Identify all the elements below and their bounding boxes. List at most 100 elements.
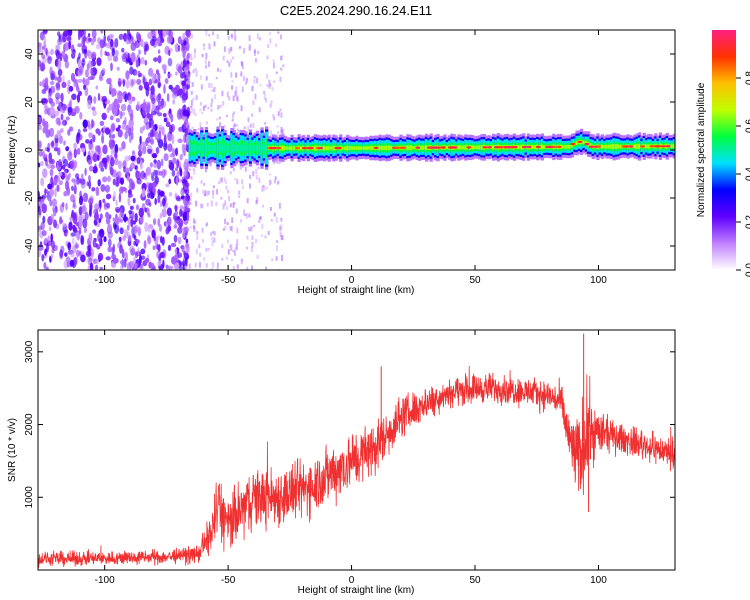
faint-mark <box>190 176 192 179</box>
faint-mark <box>188 36 191 40</box>
peak-mark <box>577 140 583 144</box>
noise-mark <box>134 212 138 223</box>
noise-mark <box>111 246 115 256</box>
noise-mark <box>151 73 157 82</box>
faint-mark <box>192 168 195 171</box>
noise-mark <box>153 159 157 165</box>
noise-mark <box>106 42 110 49</box>
faint-mark <box>263 90 266 95</box>
noise-mark <box>130 248 136 256</box>
faint-mark <box>253 51 256 56</box>
noise-mark <box>128 94 134 105</box>
peak-mark <box>640 145 646 148</box>
peak-mark <box>452 146 458 149</box>
band-mark <box>290 145 294 151</box>
noise-mark <box>101 95 108 103</box>
noise-mark <box>114 38 119 48</box>
noise-mark <box>39 31 45 41</box>
noise-mark <box>183 121 186 130</box>
noise-mark <box>114 206 121 213</box>
faint-mark <box>262 204 264 208</box>
faint-mark <box>249 174 252 179</box>
faint-mark <box>215 201 218 207</box>
band-mark <box>603 145 607 149</box>
noise-mark <box>186 111 190 117</box>
noise-mark <box>125 167 130 176</box>
band-mark <box>617 144 621 149</box>
faint-mark <box>189 201 192 205</box>
faint-mark <box>267 231 270 235</box>
band-mark <box>211 145 216 151</box>
noise-mark <box>171 134 175 145</box>
faint-mark <box>226 60 229 63</box>
noise-mark <box>124 229 128 238</box>
faint-mark <box>211 98 214 103</box>
peak-mark <box>466 146 472 149</box>
noise-mark <box>114 152 118 159</box>
noise-mark <box>163 30 167 37</box>
faint-mark <box>246 235 249 240</box>
noise-mark <box>88 180 91 190</box>
noise-mark <box>88 142 94 153</box>
noise-mark <box>48 226 52 232</box>
noise-mark <box>50 213 54 223</box>
noise-mark <box>177 252 183 258</box>
noise-mark <box>110 38 114 48</box>
noise-mark <box>175 84 180 92</box>
noise-mark <box>178 115 182 120</box>
noise-mark <box>145 166 152 176</box>
faint-mark <box>210 237 213 241</box>
band-mark <box>346 145 350 151</box>
faint-mark <box>190 33 193 39</box>
faint-mark <box>258 37 261 41</box>
noise-mark <box>78 90 82 97</box>
faint-mark <box>255 239 258 243</box>
faint-mark <box>214 94 216 100</box>
noise-mark <box>75 243 79 249</box>
faint-mark <box>190 103 193 107</box>
noise-mark <box>114 107 118 116</box>
faint-mark <box>233 249 236 256</box>
faint-mark <box>189 198 192 202</box>
faint-mark <box>262 184 265 188</box>
band-mark <box>380 145 385 151</box>
band-mark <box>200 143 204 153</box>
peak-mark <box>487 146 493 149</box>
noise-mark <box>78 228 82 235</box>
noise-mark <box>140 38 144 48</box>
noise-mark <box>178 126 184 132</box>
noise-mark <box>77 43 82 48</box>
noise-mark <box>63 259 69 269</box>
noise-mark <box>135 59 139 68</box>
faint-mark <box>216 34 219 39</box>
noise-mark <box>167 244 172 251</box>
noise-mark <box>111 47 116 57</box>
faint-mark <box>222 228 225 231</box>
faint-mark <box>239 166 242 170</box>
noise-mark <box>121 47 125 53</box>
noise-mark <box>135 263 138 268</box>
faint-mark <box>213 237 216 243</box>
noise-mark <box>159 200 163 207</box>
peak-mark <box>628 145 634 148</box>
band-mark <box>355 145 359 151</box>
faint-mark <box>233 30 236 36</box>
faint-mark <box>206 191 209 197</box>
faint-mark <box>245 77 248 83</box>
band-mark <box>471 145 475 150</box>
noise-mark <box>149 162 153 168</box>
noise-mark <box>182 231 186 239</box>
faint-mark <box>208 83 211 88</box>
noise-mark <box>179 167 183 177</box>
faint-mark <box>207 190 210 195</box>
faint-mark <box>224 218 227 225</box>
faint-mark <box>273 212 276 217</box>
faint-mark <box>221 257 224 261</box>
colorbar-tick-label: 0.2 <box>744 215 750 229</box>
faint-mark <box>271 258 274 261</box>
noise-mark <box>162 63 167 73</box>
band-mark <box>207 145 211 152</box>
noise-mark <box>119 110 123 120</box>
noise-mark <box>80 180 86 189</box>
colorbar-tick-label: 0.6 <box>744 119 750 133</box>
